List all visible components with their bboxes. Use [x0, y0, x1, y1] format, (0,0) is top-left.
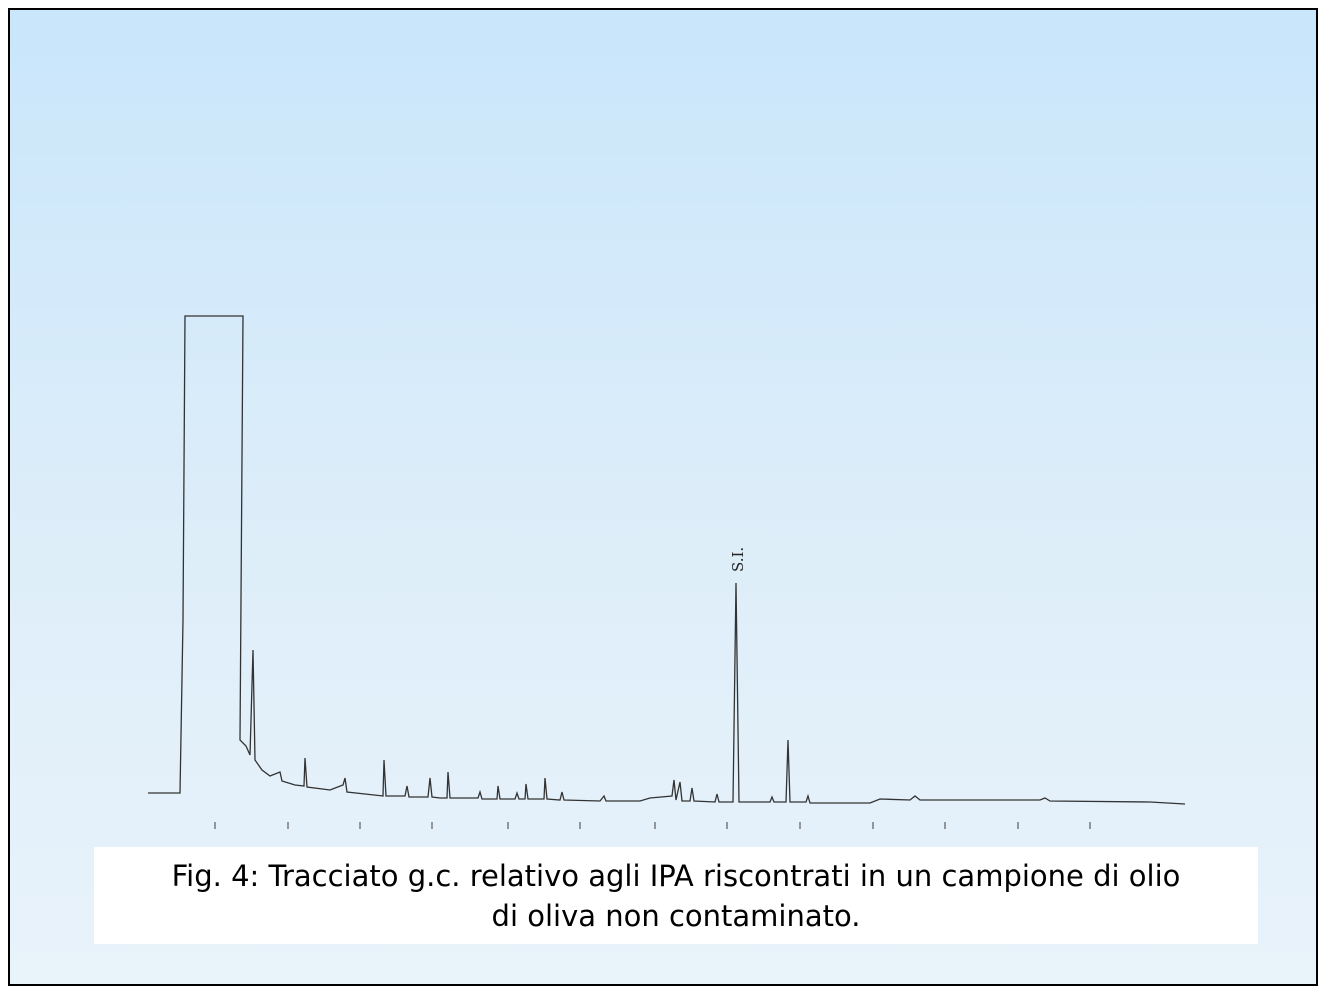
caption-line: Fig. 4: Tracciato g.c. relativo agli IPA…: [171, 859, 1181, 893]
peak-label: S.I.: [729, 547, 747, 572]
figure-frame: S.I. Fig. 4: Tracciato g.c. relativo agl…: [8, 8, 1318, 986]
trace-group: S.I.: [148, 315, 1186, 829]
caption-line: di oliva non contaminato.: [491, 899, 861, 933]
chromatogram: S.I.: [148, 315, 1186, 829]
caption: Fig. 4: Tracciato g.c. relativo agli IPA…: [94, 847, 1258, 944]
trace: [148, 315, 1186, 805]
time-ticks: [214, 822, 1091, 829]
